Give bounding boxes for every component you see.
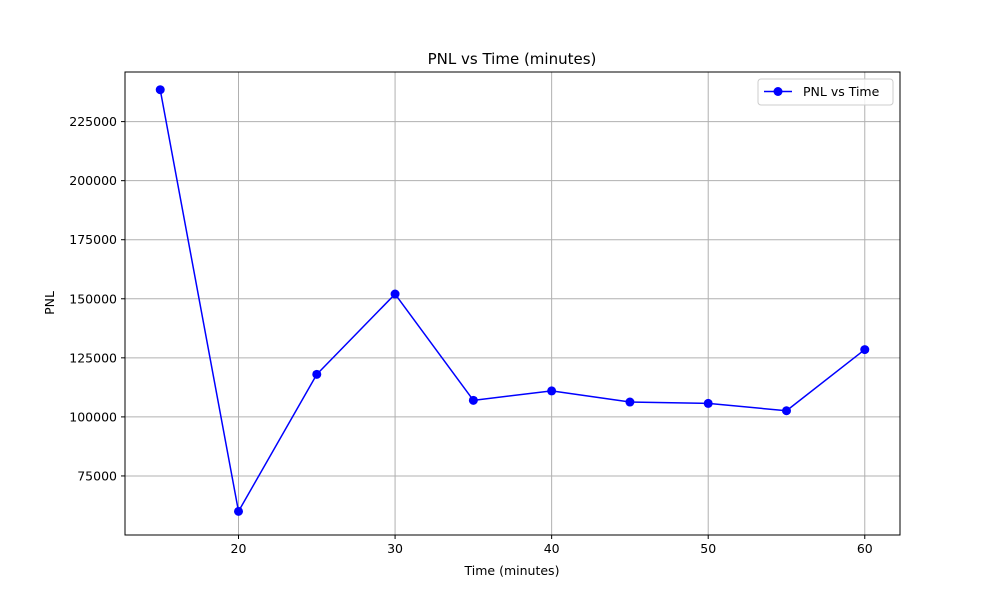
data-point — [312, 369, 322, 379]
y-tick-label: 75000 — [77, 468, 117, 483]
plot-area-frame — [124, 71, 901, 536]
x-tick-label: 40 — [544, 541, 560, 556]
data-point — [468, 395, 478, 405]
data-point — [547, 386, 557, 396]
y-tick-label: 175000 — [69, 232, 117, 247]
y-tick-label: 125000 — [69, 350, 117, 365]
data-point — [390, 289, 400, 299]
legend-frame — [757, 78, 894, 106]
series-layer — [155, 85, 870, 516]
y-tick-label: 200000 — [69, 173, 117, 188]
x-axis-ticks: 20 30 40 50 60 — [231, 535, 873, 556]
y-tick-label: 150000 — [69, 291, 117, 306]
data-point — [860, 345, 870, 355]
y-axis-ticks: 75000 100000 125000 150000 175000 200000 22500… — [69, 114, 125, 483]
legend: PNL vs Time — [757, 78, 894, 106]
legend-entry-label: PNL vs Time — [803, 84, 880, 99]
data-point — [781, 406, 791, 416]
data-point — [155, 85, 165, 95]
y-tick-label: 225000 — [69, 114, 117, 129]
data-point — [234, 506, 244, 516]
grid — [125, 72, 900, 535]
x-tick-label: 50 — [700, 541, 716, 556]
chart-title: PNL vs Time (minutes) — [428, 50, 597, 68]
series-line — [159, 89, 866, 513]
x-axis-label: Time (minutes) — [464, 563, 560, 578]
x-tick-label: 60 — [857, 541, 873, 556]
x-tick-label: 30 — [387, 541, 403, 556]
x-tick-label: 20 — [231, 541, 247, 556]
y-axis-label: PNL — [42, 291, 57, 315]
legend-marker-sample — [773, 87, 783, 96]
y-tick-label: 100000 — [69, 409, 117, 424]
data-point — [703, 398, 713, 408]
data-point — [625, 397, 635, 407]
